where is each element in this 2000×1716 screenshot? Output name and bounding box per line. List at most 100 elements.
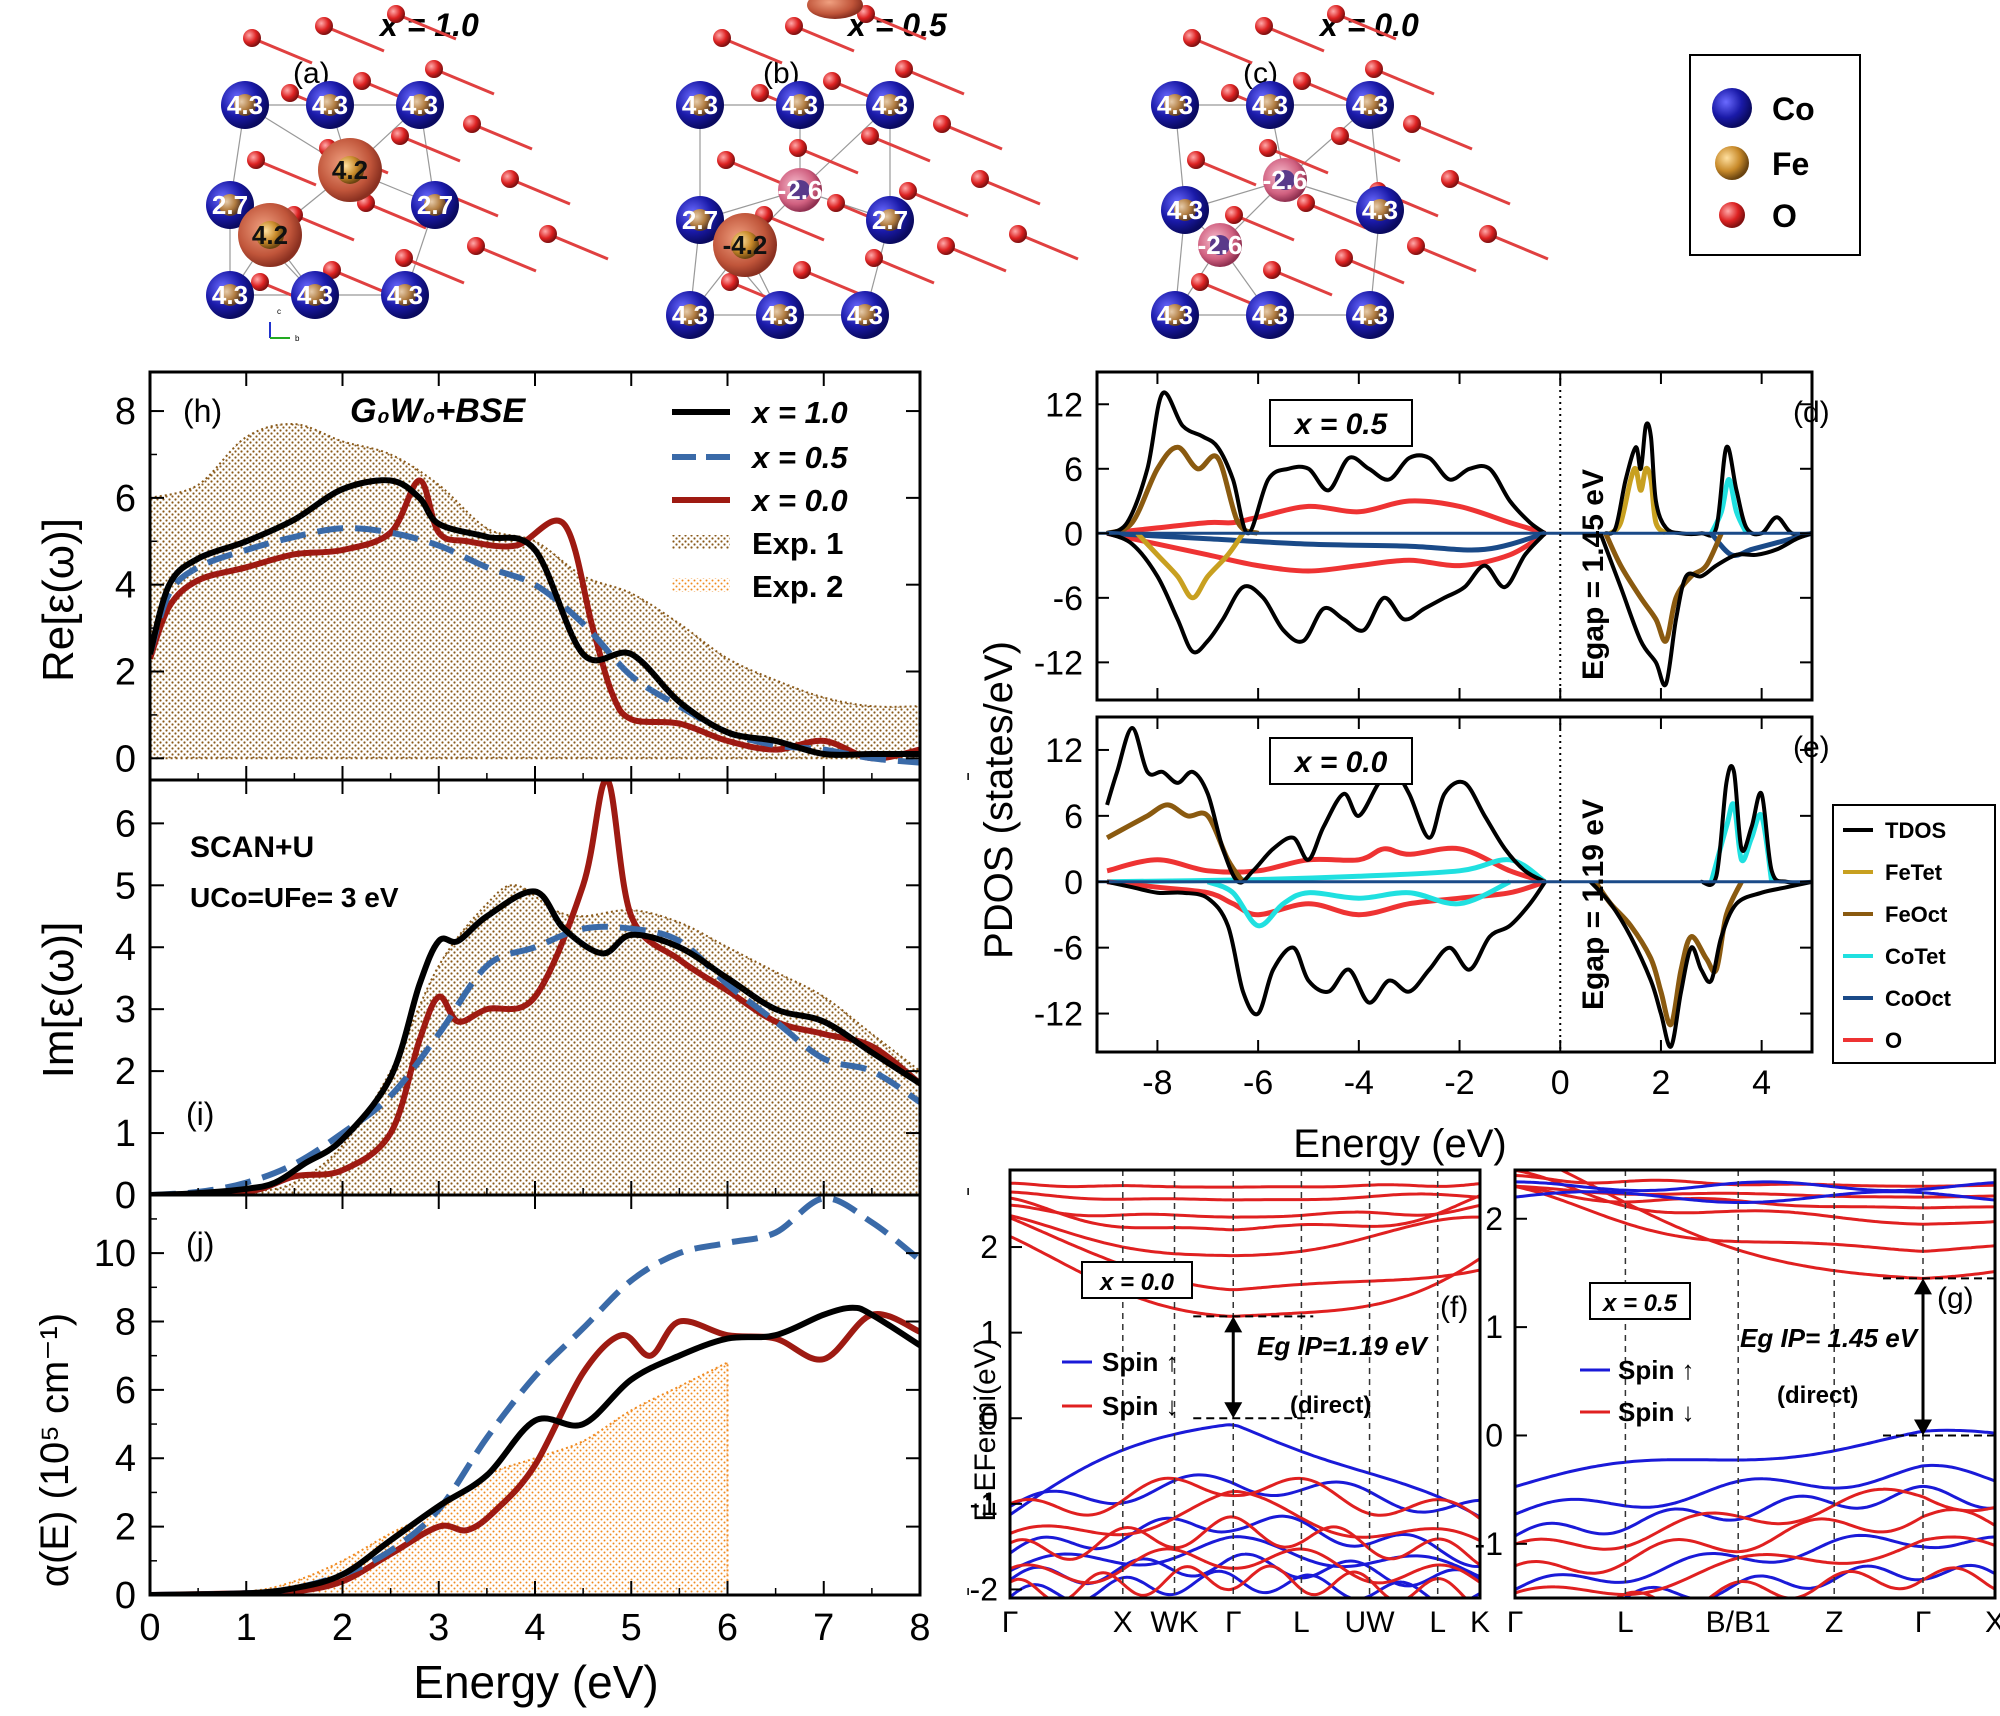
o-atom bbox=[971, 170, 989, 188]
label-g: (g) bbox=[1937, 1282, 1974, 1315]
legend-text-exp2: Exp. 2 bbox=[752, 569, 843, 604]
pdos-down-cooct bbox=[1106, 530, 1546, 553]
label-i: (i) bbox=[186, 1096, 214, 1132]
co-core bbox=[1174, 199, 1196, 221]
xtick-label: -4 bbox=[1344, 1064, 1374, 1102]
co-core bbox=[234, 94, 256, 116]
o-bond bbox=[433, 67, 495, 96]
u-values-label: UCo=UFe= 3 eV bbox=[190, 882, 399, 913]
pdos-down-cotet bbox=[1206, 879, 1511, 929]
moment-label: 4.3 bbox=[387, 280, 423, 310]
moment-label: 4.3 bbox=[312, 90, 348, 120]
o-bond bbox=[1195, 158, 1257, 187]
co-legend-icon bbox=[1712, 88, 1752, 128]
band-line bbox=[1010, 1181, 1480, 1189]
o-atom bbox=[1225, 206, 1243, 224]
plot-area bbox=[1097, 725, 1812, 1049]
band-line bbox=[1515, 1508, 1995, 1575]
xtick-label: 7 bbox=[813, 1607, 834, 1649]
band-line bbox=[1010, 1515, 1480, 1567]
moment-label: -4.2 bbox=[723, 230, 768, 260]
o-atom bbox=[1297, 194, 1315, 212]
ytick-label: 10 bbox=[94, 1233, 136, 1275]
band-line bbox=[1010, 1569, 1480, 1598]
band-line bbox=[1010, 1203, 1480, 1219]
o-atom bbox=[1191, 273, 1209, 291]
ytick-label: 1 bbox=[980, 1315, 998, 1351]
pdos-legend-tdos: TDOS bbox=[1885, 818, 1946, 843]
moment-label: 4.2 bbox=[332, 155, 368, 185]
fe-core bbox=[1275, 170, 1295, 190]
o-atom bbox=[463, 115, 481, 133]
legend-co: Co bbox=[1772, 91, 1815, 127]
pdos-down-fetet bbox=[1135, 531, 1246, 601]
o-atom bbox=[861, 127, 879, 145]
co-core bbox=[689, 94, 711, 116]
co-core bbox=[1369, 199, 1391, 221]
plot-g-bands: 2 1 0 -1 Γ L B/B1 Z Γ X bbox=[1475, 1168, 2000, 1639]
o-atom bbox=[827, 194, 845, 212]
band-line bbox=[1010, 1423, 1480, 1519]
o-atom bbox=[1327, 5, 1345, 23]
o-atom bbox=[933, 115, 951, 133]
moment-label: 4.3 bbox=[212, 280, 248, 310]
o-bond bbox=[1271, 268, 1333, 297]
legend-fe: Fe bbox=[1772, 146, 1809, 182]
fe-core bbox=[256, 221, 284, 249]
ytick-label: 8 bbox=[115, 391, 136, 433]
o-bond bbox=[365, 201, 427, 230]
o-bond bbox=[399, 134, 461, 163]
legend-h: x = 1.0 x = 0.5 x = 0.0 Exp. 1 Exp. 2 bbox=[672, 395, 848, 604]
moment-label: 4.3 bbox=[402, 90, 438, 120]
box-label-g: x = 0.5 bbox=[1601, 1290, 1678, 1317]
o-bond bbox=[1487, 232, 1549, 261]
o-bond bbox=[323, 24, 385, 53]
legend-text-exp1: Exp. 1 bbox=[752, 526, 843, 561]
o-bond bbox=[1343, 256, 1405, 285]
ytick-label: 2 bbox=[1485, 1201, 1503, 1237]
fe-partial-atom bbox=[807, 0, 863, 19]
o-bond bbox=[255, 158, 317, 187]
o-atom bbox=[1331, 127, 1349, 145]
box-label-f: x = 0.0 bbox=[1098, 1269, 1175, 1296]
label-e: (e) bbox=[1793, 731, 1830, 764]
co-core bbox=[854, 304, 876, 326]
kpoint-label: L bbox=[1293, 1606, 1310, 1639]
plot-d-pdos: 12 6 0 -6 -12 bbox=[1034, 370, 1814, 702]
o-bond bbox=[1305, 201, 1367, 230]
co-core bbox=[424, 194, 446, 216]
moment-label: 2.7 bbox=[417, 190, 453, 220]
o-bond bbox=[873, 256, 935, 285]
moment-label: 4.3 bbox=[682, 90, 718, 120]
scan-u-label: SCAN+U bbox=[190, 831, 314, 864]
o-bond bbox=[1411, 122, 1473, 151]
band-labels: E-EFermi(eV) x = 0.0 (f) Spin ↑ Spin ↓ E… bbox=[969, 1261, 1974, 1522]
pdos-up-tdos bbox=[1106, 390, 1547, 536]
o-bond bbox=[869, 134, 931, 163]
ytick-label: 6 bbox=[1064, 451, 1083, 489]
pdos-down-tdos_c bbox=[1589, 879, 1812, 1049]
o-atom bbox=[717, 151, 735, 169]
o-atom bbox=[1187, 151, 1205, 169]
band-line bbox=[1515, 1428, 1995, 1489]
ytick-label: 0 bbox=[115, 738, 136, 780]
band-line bbox=[1010, 1514, 1480, 1569]
o-bond bbox=[1415, 244, 1477, 273]
legend-text-x00: x = 0.0 bbox=[750, 483, 848, 518]
o-bond bbox=[725, 158, 787, 187]
xtick-label: -8 bbox=[1142, 1064, 1172, 1102]
spin-up-label-g: Spin ↑ bbox=[1618, 1355, 1695, 1385]
plot-j-absorption: 0 2 4 6 8 10 0 1 2 3 4 5 6 7 8 bbox=[94, 1193, 969, 1649]
moment-label: 4.3 bbox=[762, 300, 798, 330]
legend-swatch-exp2 bbox=[672, 578, 730, 592]
o-atom bbox=[391, 127, 409, 145]
moment-label: 4.3 bbox=[1157, 90, 1193, 120]
ytick-label: -1 bbox=[1475, 1526, 1503, 1562]
o-bond bbox=[1335, 12, 1397, 41]
ytick-label: 1 bbox=[115, 1113, 136, 1155]
ylabel-bands: E-EFermi(eV) bbox=[969, 1338, 1002, 1521]
pdos-down-tdos bbox=[1106, 879, 1547, 1017]
plot-frame bbox=[1095, 370, 1814, 702]
spin-down-label-g: Spin ↓ bbox=[1618, 1397, 1695, 1427]
plot-e-pdos: 12 6 0 -6 -12 -8 -6 -4 -2 0 2 4 bbox=[1034, 715, 1814, 1102]
